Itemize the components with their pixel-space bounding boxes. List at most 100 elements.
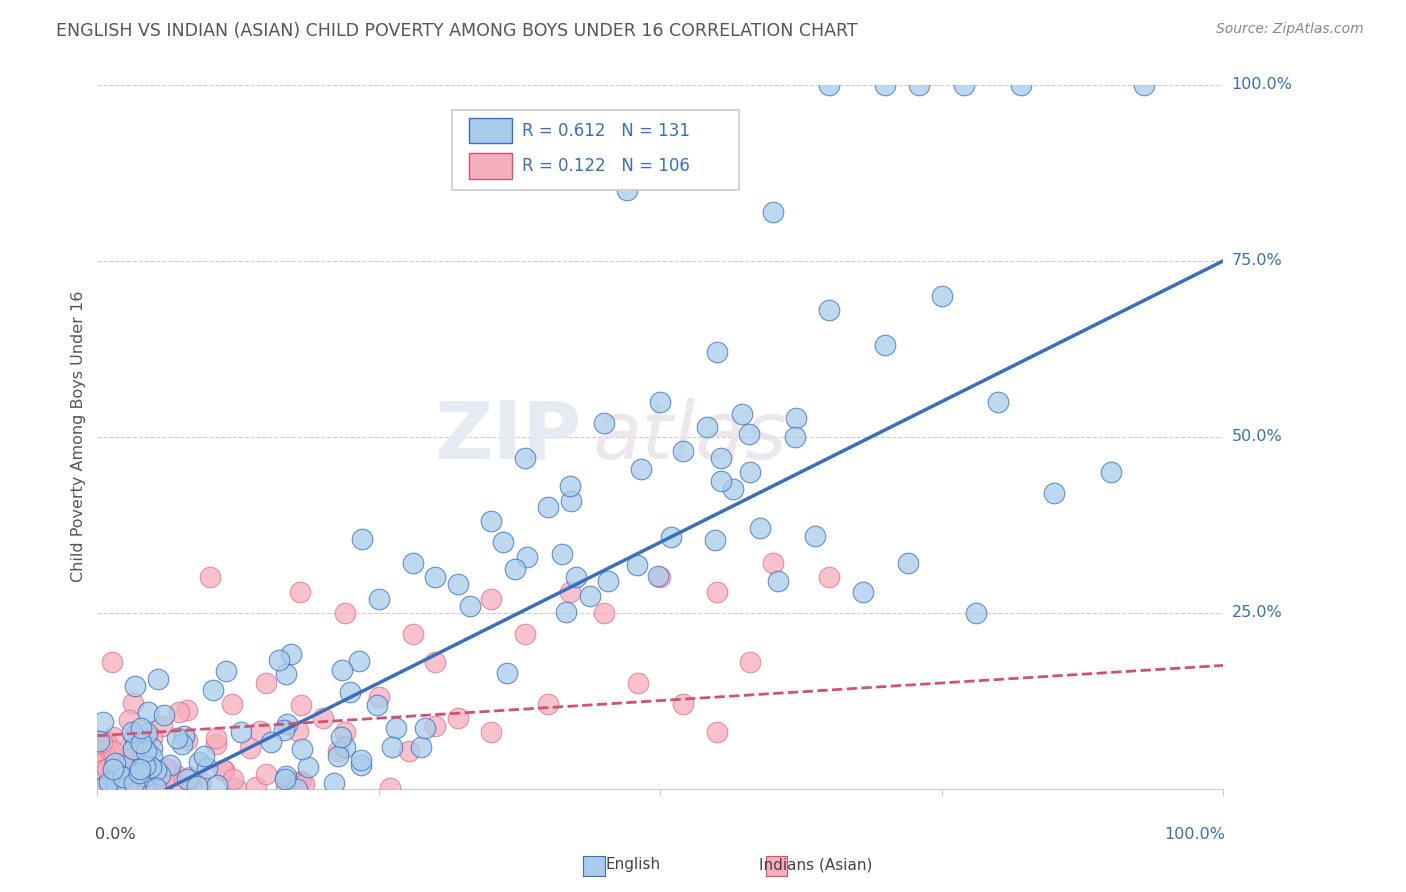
Point: [155, 761, 177, 775]
Point: [560, 584, 582, 599]
Point: [290, 698, 312, 712]
Point: [179, 770, 201, 784]
Point: [446, 577, 468, 591]
Point: [696, 420, 718, 434]
Point: [141, 750, 163, 764]
Point: [647, 569, 669, 583]
Point: [852, 584, 875, 599]
Point: [273, 723, 295, 737]
Point: [274, 781, 297, 796]
Point: [149, 768, 172, 782]
Point: [515, 626, 537, 640]
Point: [737, 427, 759, 442]
Point: [350, 757, 373, 772]
Point: [136, 725, 159, 739]
Point: [322, 776, 344, 790]
Point: [818, 78, 841, 92]
Text: 25.0%: 25.0%: [1232, 605, 1282, 620]
Point: [350, 532, 373, 546]
Point: [124, 771, 146, 785]
Point: [97, 761, 120, 775]
Point: [367, 690, 389, 704]
Point: [740, 465, 762, 479]
Point: [118, 713, 141, 727]
Point: [127, 778, 149, 792]
Point: [292, 777, 315, 791]
Point: [129, 736, 152, 750]
Point: [908, 78, 931, 92]
Point: [385, 722, 408, 736]
Point: [333, 725, 356, 739]
Point: [165, 767, 187, 781]
Point: [198, 570, 221, 584]
Point: [875, 78, 897, 92]
Point: [276, 667, 298, 681]
Point: [333, 606, 356, 620]
Text: English: English: [605, 857, 661, 872]
Point: [710, 474, 733, 488]
Point: [204, 731, 226, 746]
Point: [101, 730, 124, 744]
Point: [560, 479, 582, 493]
Point: [135, 744, 157, 758]
Point: [115, 780, 138, 794]
Point: [93, 781, 115, 796]
Point: [706, 584, 728, 599]
Point: [560, 493, 582, 508]
Point: [1043, 486, 1066, 500]
Point: [659, 530, 682, 544]
Point: [409, 740, 432, 755]
Point: [134, 778, 156, 792]
Point: [141, 741, 163, 756]
Point: [672, 697, 695, 711]
Point: [249, 723, 271, 738]
Point: [1099, 465, 1122, 479]
Point: [190, 774, 212, 789]
Point: [650, 394, 672, 409]
Point: [122, 750, 145, 764]
Point: [148, 672, 170, 686]
Point: [96, 746, 118, 760]
Point: [195, 761, 218, 775]
Point: [875, 338, 897, 352]
Point: [284, 776, 307, 790]
Point: [564, 570, 586, 584]
Point: [630, 462, 652, 476]
Point: [124, 680, 146, 694]
Point: [187, 756, 209, 770]
Point: [748, 521, 770, 535]
Point: [128, 766, 150, 780]
Point: [193, 749, 215, 764]
Point: [111, 764, 134, 778]
Point: [100, 655, 122, 669]
Point: [134, 768, 156, 782]
Point: [254, 676, 277, 690]
Point: [380, 780, 402, 795]
Text: ZIP: ZIP: [434, 398, 582, 475]
Text: 50.0%: 50.0%: [1232, 429, 1282, 444]
Point: [239, 741, 262, 756]
Point: [401, 626, 423, 640]
Point: [423, 655, 446, 669]
Point: [121, 725, 143, 739]
Point: [142, 779, 165, 793]
Point: [290, 773, 312, 788]
Text: 75.0%: 75.0%: [1232, 253, 1282, 268]
Point: [260, 735, 283, 749]
Point: [537, 697, 560, 711]
Point: [138, 705, 160, 719]
Point: [731, 407, 754, 421]
Point: [103, 759, 125, 773]
Point: [225, 781, 247, 796]
Point: [339, 684, 361, 698]
Point: [515, 450, 537, 465]
Point: [160, 779, 183, 793]
Point: [987, 394, 1010, 409]
Point: [91, 763, 114, 777]
Point: [141, 731, 163, 746]
Point: [721, 483, 744, 497]
Point: [328, 748, 350, 763]
Point: [96, 778, 118, 792]
Point: [212, 763, 235, 777]
Point: [785, 411, 807, 425]
